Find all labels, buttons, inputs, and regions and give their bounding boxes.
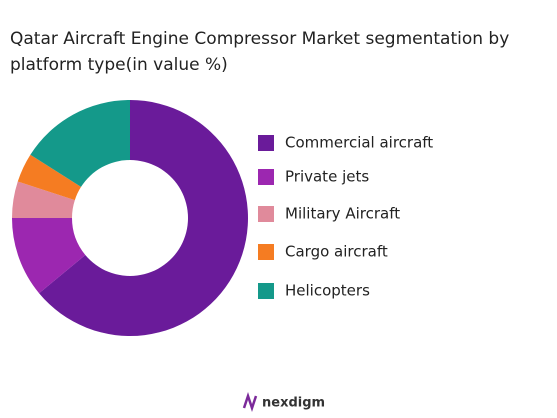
logo: nexdigm [242, 392, 325, 412]
legend-label: Military Aircraft [285, 205, 400, 223]
title-box: Qatar Aircraft Engine Compressor Market … [10, 29, 510, 75]
legend-label: Private jets [285, 168, 369, 186]
donut-slice [12, 181, 75, 218]
legend-swatch [258, 244, 274, 260]
legend-label: Cargo aircraft [285, 243, 388, 261]
legend-swatch [258, 169, 274, 185]
legend-label: Commercial aircraft [285, 134, 433, 152]
donut-slice [39, 100, 248, 337]
legend-swatch [258, 283, 274, 299]
donut-slice [11, 218, 86, 294]
chart-title: Qatar Aircraft Engine Compressor Market … [10, 29, 510, 75]
legend-label: Helicopters [285, 282, 370, 300]
brand: nexdigm [262, 396, 325, 411]
donut-slice [30, 100, 130, 187]
legend-swatch [258, 135, 274, 151]
logo-icon [242, 392, 258, 412]
legend-swatch [258, 206, 274, 222]
donut-slice [17, 154, 82, 201]
